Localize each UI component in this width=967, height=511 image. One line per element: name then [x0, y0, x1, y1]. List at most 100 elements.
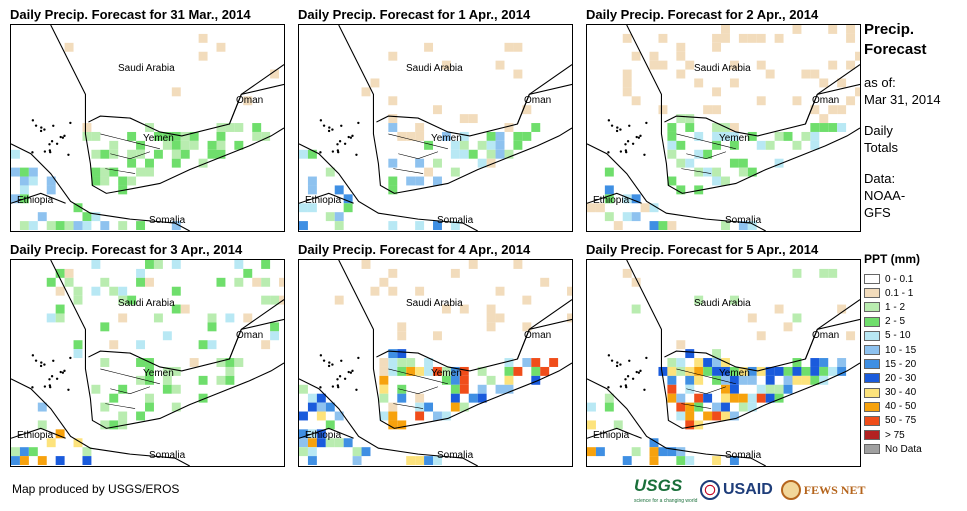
precip-cell	[55, 304, 65, 314]
panel-title: Daily Precip. Forecast for 3 Apr., 2014	[10, 242, 243, 257]
precip-cell	[379, 375, 389, 385]
precip-cell	[622, 78, 632, 88]
precip-cell	[513, 366, 523, 376]
precip-cell	[424, 366, 434, 376]
precip-cell	[828, 105, 838, 115]
precip-cell	[91, 167, 101, 177]
precip-cell	[747, 221, 757, 231]
precip-cell	[118, 176, 128, 186]
precip-cell	[604, 185, 614, 195]
precip-cell	[136, 340, 146, 350]
legend-item: 0.1 - 1	[864, 286, 922, 300]
legend-item: 40 - 50	[864, 400, 922, 414]
precip-cell	[180, 304, 190, 314]
coastline-arabia	[338, 260, 572, 429]
precip-cell	[756, 384, 766, 394]
precip-cell	[622, 69, 632, 79]
precip-cell	[450, 402, 460, 412]
precip-cell	[307, 456, 317, 466]
island-mark	[39, 364, 43, 368]
precip-cell	[216, 131, 226, 141]
precip-cell	[846, 33, 856, 43]
precip-cell	[55, 286, 65, 296]
island-mark	[338, 375, 342, 378]
precip-cell	[424, 42, 434, 52]
precip-cell	[694, 393, 704, 403]
precip-cell	[433, 221, 442, 231]
precip-cell	[136, 277, 146, 287]
precip-cell	[171, 149, 181, 159]
precip-cell	[334, 212, 344, 222]
usgs-tagline: science for a changing world	[634, 498, 698, 504]
precip-cell	[55, 313, 65, 323]
precip-cell	[685, 456, 695, 466]
precip-cell	[712, 87, 722, 97]
precip-cell	[261, 131, 271, 141]
precip-cell	[631, 304, 641, 314]
precip-cell	[587, 447, 596, 457]
precip-cell	[299, 447, 308, 457]
precip-cell	[37, 420, 47, 430]
precip-cell	[109, 393, 119, 403]
precip-cell	[162, 366, 172, 376]
precip-cell	[433, 105, 442, 115]
precip-cell	[703, 105, 713, 115]
precip-cell	[477, 393, 487, 403]
precip-cell	[459, 131, 469, 141]
precip-cell	[406, 456, 416, 466]
precip-cell	[118, 411, 128, 421]
island-mark	[616, 126, 619, 129]
precip-cell	[721, 25, 730, 34]
precip-cell	[712, 349, 722, 359]
island-mark	[52, 359, 55, 362]
island-mark	[50, 375, 54, 378]
border-ethiopia	[299, 427, 354, 439]
coastline-arabia	[338, 25, 572, 194]
precip-cell	[91, 176, 101, 186]
precip-cell	[307, 438, 317, 448]
precip-cell	[531, 366, 541, 376]
precip-cell	[171, 221, 181, 231]
precip-cell	[299, 149, 308, 159]
precip-cell	[153, 131, 163, 141]
precip-cell	[694, 131, 704, 141]
precip-cell	[613, 420, 623, 430]
precip-cell	[334, 295, 344, 305]
precip-cell	[11, 447, 20, 457]
legend-swatch	[864, 444, 880, 455]
legend-item: 5 - 10	[864, 329, 922, 343]
precip-cell	[424, 456, 434, 466]
precip-cell	[667, 176, 677, 186]
legend-swatch	[864, 330, 880, 341]
precip-cell	[433, 411, 442, 421]
country-label-yemen: Yemen	[719, 368, 750, 379]
island-mark	[43, 363, 46, 366]
precip-cell	[774, 384, 784, 394]
island-mark	[628, 124, 631, 127]
precip-cell	[118, 286, 128, 296]
precip-cell	[694, 402, 704, 412]
precip-cell	[622, 87, 632, 97]
precip-cell	[703, 411, 713, 421]
country-label-ethiopia: Ethiopia	[593, 430, 630, 441]
precip-cell	[91, 212, 101, 222]
precip-cell	[694, 295, 704, 305]
precip-cell	[468, 393, 478, 403]
forecast-map: Saudi Arabia Oman Yemen Ethiopia Somalia	[298, 24, 573, 232]
yemen-governorate-lines	[676, 368, 736, 409]
precip-cell	[765, 366, 775, 376]
precip-cell	[28, 167, 38, 177]
precip-cell	[676, 140, 686, 150]
precip-cell	[145, 167, 154, 177]
precip-cell	[424, 402, 434, 412]
precip-cell	[667, 366, 677, 376]
precip-cell	[207, 140, 217, 150]
precip-cell	[171, 286, 181, 296]
precip-cell	[171, 304, 181, 314]
precip-cell	[649, 447, 659, 457]
precip-cell	[361, 260, 371, 269]
precip-cell	[234, 277, 244, 287]
island-mark	[48, 143, 51, 146]
island-mark	[643, 153, 646, 156]
precip-cell	[729, 131, 739, 141]
